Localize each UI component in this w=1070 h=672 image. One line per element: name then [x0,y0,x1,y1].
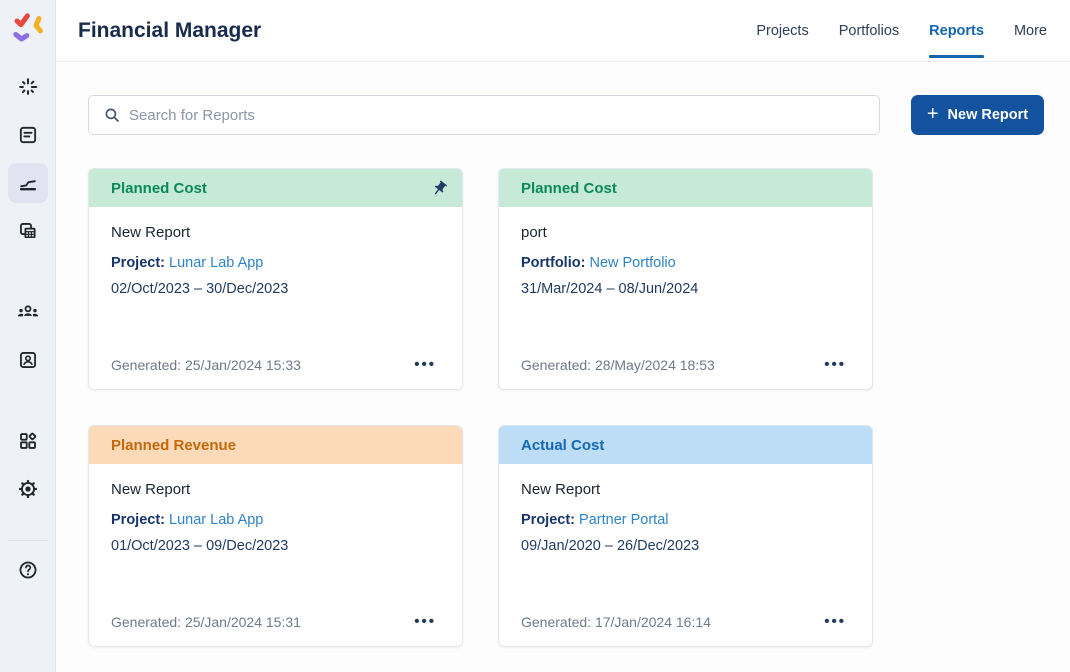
report-card-body: port Portfolio: New Portfolio 31/Mar/202… [499,207,872,389]
report-card[interactable]: Planned Cost port Portfolio: New Portfol… [498,168,873,390]
sidebar-divider [8,540,48,541]
report-card-footer: Generated: 28/May/2024 18:53 ••• [521,355,850,374]
report-date-range: 01/Oct/2023 – 09/Dec/2023 [111,538,289,554]
new-report-label: New Report [947,107,1029,123]
report-card-body: New Report Project: Lunar Lab App 02/Oct… [89,207,462,389]
report-type-label: Planned Cost [521,179,617,197]
more-options-button[interactable]: ••• [414,356,436,373]
generated-timestamp: Generated: 17/Jan/2024 16:14 [521,613,711,630]
scope-label: Project: [521,512,575,528]
scope-link[interactable]: Lunar Lab App [169,512,264,528]
report-card-header: Planned Cost [499,169,872,207]
report-date-range: 31/Mar/2024 – 08/Jun/2024 [521,281,699,297]
scope-link[interactable]: Lunar Lab App [169,255,264,271]
search-icon [105,108,119,122]
scope-label: Project: [111,512,165,528]
report-date-range: 09/Jan/2020 – 26/Dec/2023 [521,538,700,554]
scope-link[interactable]: Partner Portal [579,512,669,528]
team-icon[interactable] [8,292,48,332]
pin-icon[interactable] [431,180,448,197]
report-card-body: New Report Project: Partner Portal 09/Ja… [499,464,872,646]
widgets-icon[interactable] [8,421,48,461]
report-card-header: Planned Revenue [89,426,462,464]
generated-timestamp: Generated: 25/Jan/2024 15:33 [111,356,301,373]
report-name: New Report [111,224,191,241]
report-date-range: 02/Oct/2023 – 30/Dec/2023 [111,281,289,297]
report-card-footer: Generated: 17/Jan/2024 16:14 ••• [521,612,850,631]
generated-timestamp: Generated: 25/Jan/2024 15:31 [111,613,301,630]
report-scope: Project: Partner Portal [521,512,850,528]
new-report-button[interactable]: + New Report [911,95,1044,135]
report-card-header: Actual Cost [499,426,872,464]
tab-reports[interactable]: Reports [914,0,999,61]
more-options-button[interactable]: ••• [414,613,436,630]
spinner-burst-icon[interactable] [8,67,48,107]
document-icon[interactable] [8,115,48,155]
report-card[interactable]: Planned Revenue New Report Project: Luna… [88,425,463,647]
report-tables-icon[interactable] [8,211,48,251]
more-options-button[interactable]: ••• [824,356,846,373]
report-type-label: Actual Cost [521,436,605,454]
plus-icon: + [926,103,939,125]
scope-label: Project: [111,255,165,271]
report-card-footer: Generated: 25/Jan/2024 15:31 ••• [111,612,440,631]
help-icon[interactable] [8,550,48,590]
generated-timestamp: Generated: 28/May/2024 18:53 [521,356,715,373]
top-bar: Financial Manager Projects Portfolios Re… [56,0,1070,62]
more-options-button[interactable]: ••• [824,613,846,630]
report-name: New Report [521,481,601,498]
scope-label: Portfolio: [521,255,586,271]
app-logo-icon [13,13,43,42]
report-card-footer: Generated: 25/Jan/2024 15:33 ••• [111,355,440,374]
report-type-label: Planned Cost [111,179,207,197]
top-nav: Projects Portfolios Reports More [741,0,1070,61]
reports-toolbar: + New Report [88,95,1044,135]
scope-link[interactable]: New Portfolio [589,255,676,271]
report-card-grid: Planned Cost New Report Project: Lunar L… [88,168,1044,647]
settings-icon[interactable] [8,469,48,509]
search-input[interactable] [129,106,867,124]
trend-chart-icon[interactable] [8,163,48,203]
report-card-body: New Report Project: Lunar Lab App 01/Oct… [89,464,462,646]
search-box [88,95,880,135]
tab-more[interactable]: More [1013,22,1047,39]
report-scope: Portfolio: New Portfolio [521,255,850,271]
report-card[interactable]: Actual Cost New Report Project: Partner … [498,425,873,647]
report-type-label: Planned Revenue [111,436,237,454]
user-card-icon[interactable] [8,340,48,380]
report-scope: Project: Lunar Lab App [111,512,440,528]
tab-projects[interactable]: Projects [756,22,809,39]
tab-portfolios[interactable]: Portfolios [838,22,900,39]
sidebar [0,0,56,672]
reports-content: + New Report Planned Cost New Report [56,62,1070,672]
report-scope: Project: Lunar Lab App [111,255,440,271]
page-title: Financial Manager [78,18,262,42]
report-name: New Report [111,481,191,498]
report-card-header: Planned Cost [89,169,462,207]
report-card[interactable]: Planned Cost New Report Project: Lunar L… [88,168,463,390]
report-name: port [521,224,547,241]
